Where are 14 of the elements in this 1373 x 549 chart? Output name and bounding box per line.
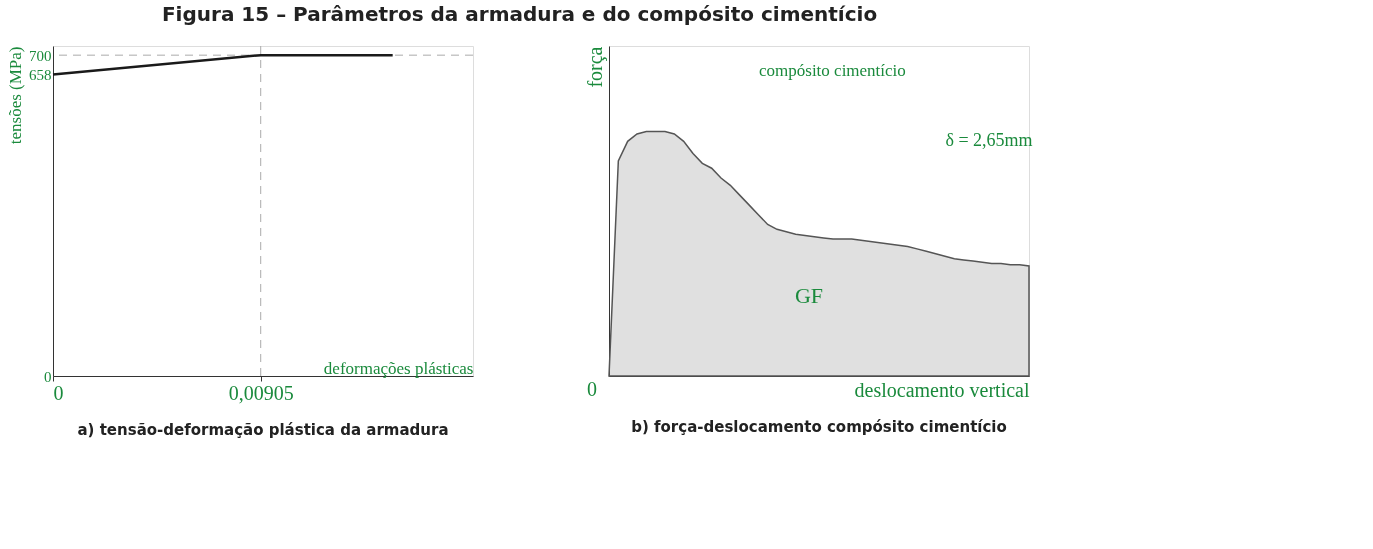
y-axis-title: tensões (MPa) — [6, 46, 25, 145]
text: a) tensão-deformação plástica da armadura — [77, 421, 449, 439]
text: Figura 15 – Parâmetros da armadura e do compósito cimentício — [161, 2, 878, 26]
y-axis-title: força — [583, 46, 607, 88]
y-tick-label: 658 — [29, 66, 52, 83]
y-tick-label: 700 — [29, 47, 52, 64]
x-tick-label: 0,00905 — [228, 381, 294, 404]
annotation: δ = 2,65mm — [945, 130, 1033, 150]
x-axis-title: deformações plásticas — [323, 358, 474, 378]
y-tick-label: 0 — [44, 368, 52, 385]
text: b) força-deslocamento compósito cimentício — [631, 418, 1007, 436]
annotation: GF — [794, 283, 824, 308]
x-axis-title: deslocamento vertical — [854, 378, 1030, 401]
text: compósito cimentício — [759, 61, 906, 80]
